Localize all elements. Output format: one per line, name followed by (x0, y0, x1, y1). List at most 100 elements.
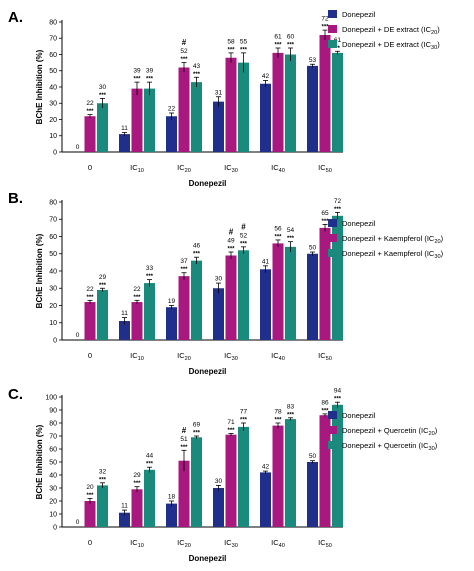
panel-letter: B. (8, 190, 23, 207)
x-tick-label-subscript: 40 (279, 356, 285, 362)
y-tick-label: 80 (49, 420, 57, 427)
bar (225, 57, 237, 152)
bar (213, 488, 224, 527)
legend-entry-label: Donepezil + Kaempferol (IC30) (342, 249, 444, 260)
significance-label: *** (321, 219, 329, 225)
data-label: 41 (262, 258, 270, 265)
data-label: 65 (321, 210, 329, 217)
significance-label: *** (99, 283, 107, 289)
y-tick-label: 10 (49, 320, 57, 327)
y-tick-label: 40 (49, 84, 57, 91)
legend-entry-label-subscript: 20 (431, 30, 437, 36)
x-tick-label-subscript: 20 (185, 168, 191, 174)
bar (97, 289, 108, 340)
legend-swatch (328, 234, 337, 242)
bar (144, 469, 155, 527)
y-tick-label: 10 (49, 511, 57, 518)
x-tick-label-main: IC (271, 538, 279, 547)
significance-label: *** (227, 47, 235, 53)
legend-entry-label: Donepezil (342, 219, 376, 228)
x-tick-label-subscript: 10 (138, 356, 144, 362)
legend-entry-label-main: Donepezil + DE extract (IC (342, 40, 432, 49)
chart-panel-2: B. 0 10 20 30 40 50 60 70 80 BChE Inhibition (%) 0 *… (8, 190, 444, 376)
y-axis-title: BChE Inhibition (%) (35, 424, 44, 499)
x-tick-label: 0 (88, 538, 92, 547)
legend-entry-label-main: Donepezil + Quercetin (IC (342, 426, 429, 435)
y-tick-label: 50 (49, 68, 57, 75)
data-label: 39 (133, 68, 141, 75)
data-label: 20 (86, 484, 94, 491)
y-tick-label: 60 (49, 446, 57, 453)
data-label: 86 (321, 399, 329, 406)
legend-swatch (328, 411, 337, 419)
legend-entry-label-suffix: ) (435, 426, 438, 435)
data-label: 83 (287, 403, 295, 410)
panel-letter: A. (8, 9, 23, 26)
legend-swatch (328, 40, 337, 48)
data-label: 18 (168, 494, 176, 501)
significance-label: *** (180, 267, 188, 273)
data-label: 22 (86, 286, 94, 293)
bar (191, 437, 202, 527)
x-tick-label-main: IC (177, 351, 185, 360)
y-tick-label: 10 (49, 133, 57, 140)
bar (238, 426, 249, 527)
significance-label: *** (86, 493, 94, 499)
significance-label: *** (287, 43, 295, 49)
legend-entry-label: Donepezil + DE extract (IC30) (342, 40, 440, 51)
data-label: 33 (146, 265, 154, 272)
bar (225, 255, 237, 340)
data-label: 52 (180, 48, 188, 55)
data-label: 50 (309, 245, 317, 252)
bar (119, 134, 130, 152)
significance-label: *** (227, 428, 235, 434)
significance-label: *** (274, 418, 282, 424)
y-tick-label: 0 (53, 524, 57, 531)
data-label: 22 (86, 100, 94, 107)
data-label: 0 (76, 332, 80, 339)
legend-entry-label-suffix: ) (441, 234, 444, 243)
bar (260, 83, 271, 152)
y-tick-label: 40 (49, 268, 57, 275)
significance-label: *** (146, 77, 154, 83)
data-label: 42 (262, 73, 270, 80)
x-tick-label: IC10 (130, 163, 144, 174)
data-label: 55 (240, 38, 248, 45)
bar (178, 460, 190, 527)
x-tick-label: IC10 (130, 538, 144, 549)
legend-swatch (328, 426, 337, 434)
data-label: 58 (227, 38, 235, 45)
legend-entry-label: Donepezil (342, 411, 376, 420)
x-tick-label-subscript: 40 (279, 543, 285, 549)
data-label: 30 (215, 478, 223, 485)
bar (131, 302, 143, 340)
legend-entry-label-subscript: 20 (429, 431, 435, 437)
legend-entry-label-main: Donepezil (342, 411, 376, 420)
hash-label: # (241, 222, 246, 231)
significance-label: *** (146, 462, 154, 468)
legend-entry-label-subscript: 30 (434, 254, 440, 260)
data-label: 0 (76, 519, 80, 526)
bar (178, 67, 190, 152)
bar (97, 485, 108, 527)
data-label: 0 (76, 144, 80, 151)
data-label: 71 (227, 419, 235, 426)
y-tick-label: 0 (53, 337, 57, 344)
bar (213, 288, 224, 340)
significance-label: *** (180, 445, 188, 451)
data-label: 29 (133, 472, 141, 479)
x-tick-label-subscript: 20 (185, 543, 191, 549)
significance-label: *** (86, 295, 94, 301)
bar (307, 65, 318, 152)
significance-label: *** (274, 234, 282, 240)
bar (260, 472, 271, 527)
bar (84, 302, 96, 340)
data-label: 72 (334, 198, 342, 205)
bar (332, 52, 343, 152)
significance-label: *** (240, 47, 248, 53)
significance-label: *** (240, 241, 248, 247)
legend-entry-label-subscript: 30 (429, 446, 435, 452)
bar (166, 307, 177, 340)
legend-entry-label-main: Donepezil (342, 10, 376, 19)
